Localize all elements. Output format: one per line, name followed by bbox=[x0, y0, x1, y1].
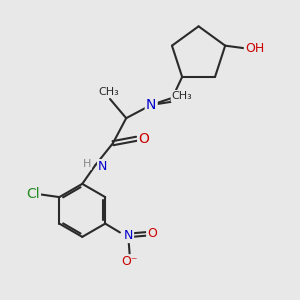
Text: N: N bbox=[98, 160, 108, 173]
Text: O⁻: O⁻ bbox=[122, 255, 138, 268]
Text: H: H bbox=[82, 159, 91, 169]
Text: CH₃: CH₃ bbox=[172, 91, 193, 101]
Text: O: O bbox=[138, 132, 149, 146]
Text: CH₃: CH₃ bbox=[98, 87, 119, 97]
Text: N: N bbox=[146, 98, 156, 112]
Text: O: O bbox=[147, 227, 157, 240]
Text: N: N bbox=[124, 229, 133, 242]
Text: OH: OH bbox=[245, 42, 264, 55]
Text: Cl: Cl bbox=[26, 187, 40, 201]
